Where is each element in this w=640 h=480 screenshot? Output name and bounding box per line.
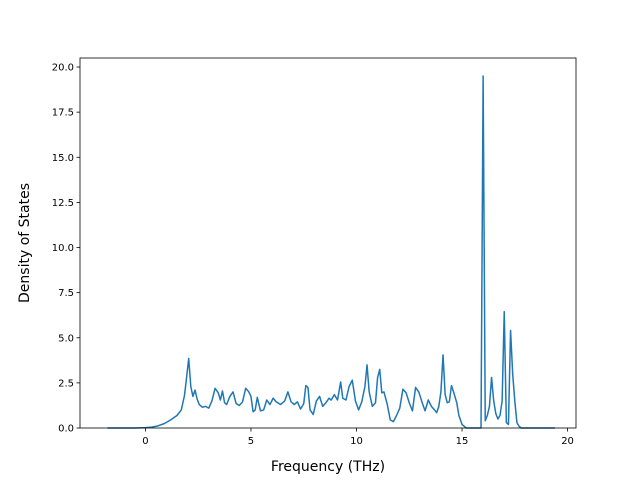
x-tick-label: 15 — [456, 436, 469, 447]
y-axis-ticks: 0.0 2.5 5.0 7.5 10.0 12.5 15.0 17.5 20.0 — [52, 63, 80, 435]
y-tick-label: 17.5 — [52, 108, 74, 119]
y-tick-label: 0.0 — [58, 424, 74, 435]
x-tick-label: 20 — [561, 436, 574, 447]
plot-background — [80, 58, 576, 428]
x-tick-label: 5 — [248, 436, 254, 447]
y-tick-label: 7.5 — [58, 288, 74, 299]
y-axis-label: Density of States — [17, 183, 33, 303]
series-line — [107, 75, 555, 429]
x-tick-label: 0 — [142, 436, 148, 447]
plot-frame — [79, 57, 577, 429]
y-tick-label: 5.0 — [58, 333, 74, 344]
y-tick-label: 2.5 — [58, 378, 74, 389]
x-tick-label: 10 — [350, 436, 363, 447]
x-axis-ticks: 0 5 10 15 20 — [142, 428, 574, 447]
y-tick-label: 15.0 — [52, 153, 74, 164]
y-tick-label: 10.0 — [52, 243, 74, 254]
y-tick-label: 12.5 — [52, 198, 74, 209]
y-tick-label: 20.0 — [52, 63, 74, 74]
x-axis-label: Frequency (THz) — [271, 459, 385, 475]
